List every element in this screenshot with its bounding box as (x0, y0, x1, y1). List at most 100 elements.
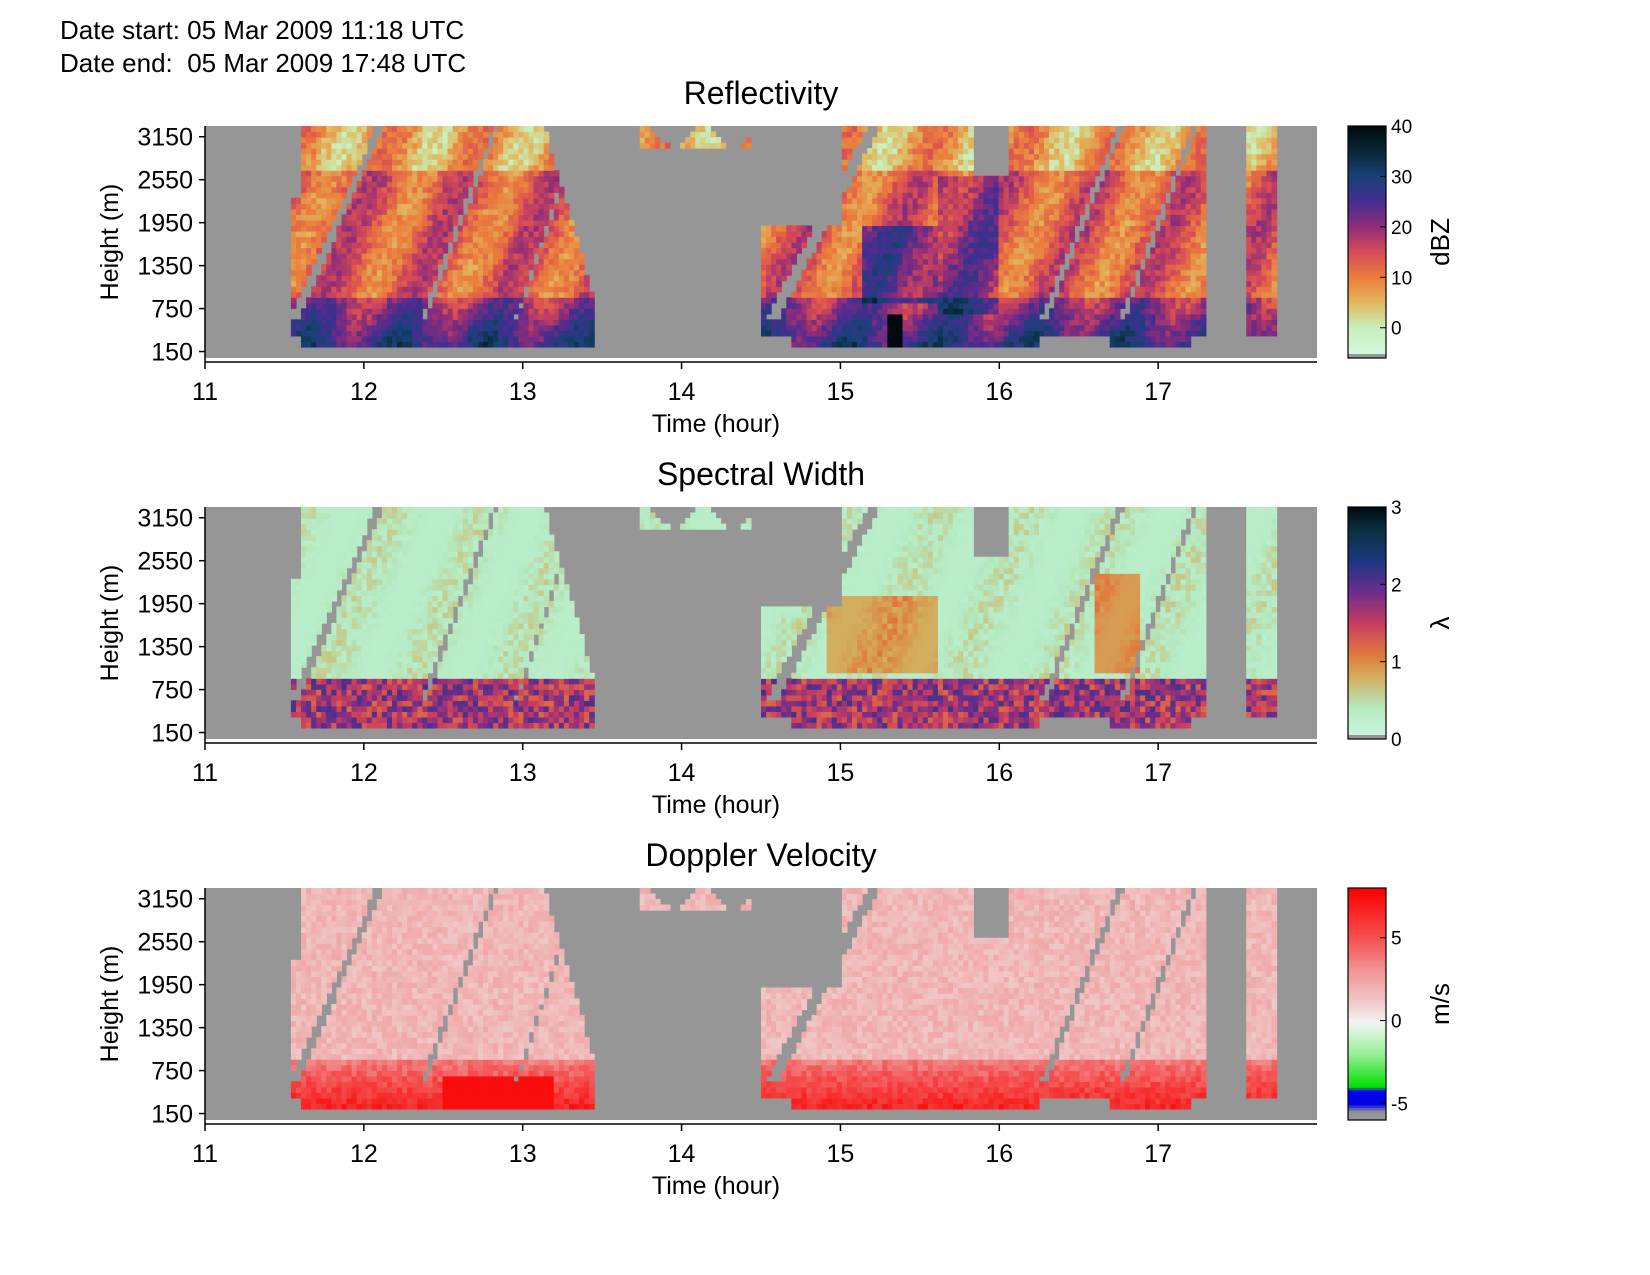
heatmap-cell (447, 269, 454, 276)
heatmap-cell (1023, 313, 1030, 320)
heatmap-cell (548, 324, 555, 331)
heatmap-cell (432, 302, 439, 309)
heatmap-cell (326, 335, 332, 343)
heatmap-cell (1140, 225, 1146, 232)
heatmap-cell (356, 236, 363, 243)
heatmap-cell (553, 324, 560, 331)
heatmap-cell (533, 280, 540, 287)
heatmap-cell (483, 126, 489, 133)
heatmap-cell (371, 308, 378, 315)
heatmap-cell (1074, 219, 1081, 227)
heatmap-cell (412, 153, 418, 160)
heatmap-cell (826, 275, 833, 282)
heatmap-cell (457, 280, 464, 287)
heatmap-cell (1059, 164, 1065, 171)
heatmap-cell (1003, 280, 1010, 287)
heatmap-cell (857, 236, 863, 243)
heatmap-cell (942, 208, 949, 215)
heatmap-cell (877, 126, 883, 133)
heatmap-cell (336, 313, 343, 320)
heatmap-cell (351, 330, 358, 337)
heatmap-cell (953, 302, 959, 309)
heatmap-cell (442, 181, 449, 188)
heatmap-cell (412, 214, 418, 221)
heatmap-cell (427, 247, 434, 254)
heatmap-cell (351, 142, 358, 149)
heatmap-cell (998, 242, 1005, 249)
heatmap-cell (1119, 214, 1126, 221)
heatmap-cell (508, 153, 514, 160)
heatmap-cell (518, 330, 525, 337)
heatmap-cell (857, 225, 863, 232)
heatmap-cell (978, 308, 984, 315)
heatmap-cell (1160, 192, 1166, 199)
heatmap-cell (462, 142, 469, 149)
heatmap-cell (417, 186, 423, 193)
heatmap-cell (1165, 186, 1172, 193)
heatmap-cell (407, 137, 413, 144)
heatmap-cell (811, 258, 818, 265)
heatmap-cell (1023, 280, 1030, 287)
heatmap-cell (523, 126, 530, 133)
heatmap-cell (477, 230, 484, 238)
heatmap-cell (573, 302, 580, 309)
heatmap-cell (442, 159, 449, 166)
heatmap-cell (1180, 203, 1187, 210)
heatmap-cell (1008, 208, 1015, 215)
heatmap-cell (548, 181, 555, 188)
heatmap-cell (422, 186, 428, 193)
heatmap-cell (1175, 159, 1182, 166)
heatmap-cell (563, 341, 570, 348)
heatmap-cell (462, 253, 469, 260)
heatmap-cell (412, 247, 418, 254)
heatmap-cell (1109, 203, 1116, 210)
heatmap-cell (1140, 219, 1146, 227)
heatmap-cell (968, 275, 974, 282)
heatmap-cell (472, 186, 479, 193)
heatmap-cell (361, 264, 368, 271)
heatmap-cell (513, 208, 519, 215)
heatmap-cell (917, 236, 924, 243)
heatmap-cell (877, 131, 883, 138)
heatmap-cell (806, 302, 813, 309)
heatmap-cell (993, 324, 1000, 331)
heatmap-cell (498, 286, 504, 293)
heatmap-cell (806, 341, 813, 348)
heatmap-cell (533, 335, 540, 343)
heatmap-cell (988, 186, 995, 193)
heatmap-cell (1049, 269, 1055, 276)
heatmap-cell (1084, 164, 1091, 171)
heatmap-cell (528, 286, 535, 293)
heatmap-cell (523, 153, 530, 160)
heatmap-cell (306, 302, 312, 309)
heatmap-cell (1170, 153, 1177, 160)
heatmap-cell (1013, 275, 1020, 282)
heatmap-cell (376, 236, 383, 243)
heatmap-cell (1064, 170, 1070, 177)
heatmap-cell (887, 286, 894, 293)
heatmap-cell (1094, 324, 1101, 331)
heatmap-cell (1114, 286, 1121, 293)
heatmap-cell (538, 253, 545, 260)
heatmap-cell (1049, 308, 1055, 315)
heatmap-cell (973, 280, 979, 287)
heatmap-cell (801, 313, 808, 320)
heatmap-cell (553, 242, 560, 249)
heatmap-cell (846, 275, 853, 282)
heatmap-cell (892, 247, 899, 254)
heatmap-cell (508, 186, 514, 193)
heatmap-cell (457, 181, 464, 188)
heatmap-cell (1049, 142, 1055, 149)
heatmap-cell (862, 297, 868, 304)
heatmap-cell (306, 126, 312, 133)
heatmap-cell (548, 258, 555, 265)
heatmap-cell (998, 197, 1005, 204)
heatmap-cell (1079, 286, 1086, 293)
heatmap-cell (978, 330, 984, 337)
heatmap-cell (1023, 131, 1030, 138)
heatmap-cell (1039, 214, 1045, 221)
heatmap-cell (917, 297, 924, 304)
heatmap-cell (417, 214, 423, 221)
heatmap-cell (1008, 324, 1015, 331)
heatmap-cell (508, 126, 514, 133)
